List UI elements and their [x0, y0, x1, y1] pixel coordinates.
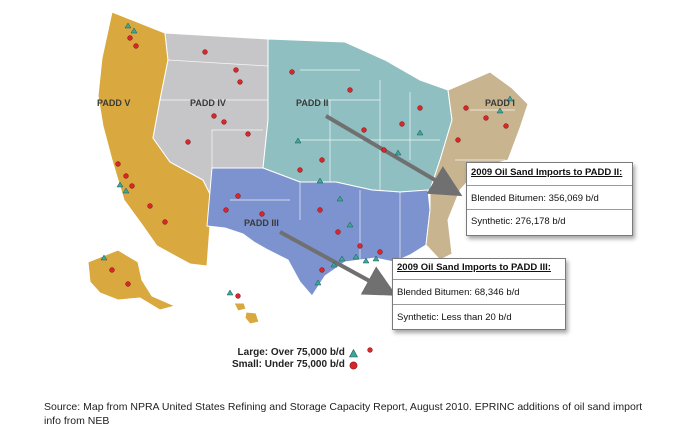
- padd2-blended-bitumen: Blended Bitumen: 356,069 b/d: [471, 193, 599, 204]
- large-refinery-marker: [100, 254, 108, 261]
- small-refinery-marker: [347, 87, 353, 93]
- small-refinery-marker: [235, 193, 241, 199]
- legend-large-label: Large: Over 75,000 b/d: [237, 347, 345, 358]
- small-refinery-marker: [125, 281, 131, 287]
- small-refinery-marker: [235, 293, 241, 299]
- callout-divider: [393, 304, 565, 305]
- padd2-synthetic: Synthetic: 276,178 b/d: [471, 216, 566, 227]
- small-refinery-marker: [202, 49, 208, 55]
- small-refinery-marker: [417, 105, 423, 111]
- callout-divider: [467, 209, 632, 210]
- small-refinery-marker: [129, 183, 135, 189]
- small-refinery-marker: [357, 243, 363, 249]
- padd2-callout-title: 2009 Oil Sand Imports to PADD II:: [471, 167, 623, 178]
- large-refinery-marker: [346, 221, 354, 228]
- padd1-label: PADD I: [485, 98, 515, 108]
- large-refinery-marker: [496, 107, 504, 114]
- small-refinery-marker: [237, 79, 243, 85]
- source-note: Source: Map from NPRA United States Refi…: [44, 401, 643, 427]
- small-refinery-marker: [335, 229, 341, 235]
- small-refinery-markers: [109, 35, 509, 353]
- small-refinery-marker: [297, 167, 303, 173]
- padd3-imports-callout: 2009 Oil Sand Imports to PADD III: Blend…: [392, 258, 566, 330]
- circle-icon: [349, 361, 358, 369]
- large-refinery-marker: [330, 261, 338, 268]
- large-refinery-marker: [122, 187, 130, 194]
- large-refinery-marker: [336, 195, 344, 202]
- small-refinery-marker: [483, 115, 489, 121]
- small-refinery-marker: [463, 105, 469, 111]
- callout-divider: [393, 279, 565, 280]
- large-refinery-marker: [362, 257, 370, 264]
- large-refinery-marker: [124, 22, 132, 29]
- callout-divider: [467, 185, 632, 186]
- small-refinery-marker: [367, 347, 373, 353]
- small-refinery-marker: [503, 123, 509, 129]
- padd3-blended-bitumen: Blended Bitumen: 68,346 b/d: [397, 287, 520, 298]
- small-refinery-marker: [233, 67, 239, 73]
- large-refinery-marker: [416, 129, 424, 136]
- small-refinery-marker: [319, 157, 325, 163]
- large-refinery-marker: [506, 95, 514, 102]
- large-refinery-marker: [116, 181, 124, 188]
- small-refinery-marker: [127, 35, 133, 41]
- small-refinery-marker: [123, 173, 129, 179]
- large-refinery-markers: [100, 22, 514, 296]
- large-refinery-marker: [338, 255, 346, 262]
- small-refinery-marker: [259, 211, 265, 217]
- padd2-imports-callout: 2009 Oil Sand Imports to PADD II: Blende…: [466, 162, 633, 236]
- large-refinery-marker: [314, 279, 322, 286]
- small-refinery-marker: [319, 267, 325, 273]
- large-refinery-marker: [294, 137, 302, 144]
- large-refinery-marker: [316, 177, 324, 184]
- padd3-callout-title: 2009 Oil Sand Imports to PADD III:: [397, 262, 551, 273]
- triangle-icon: [348, 348, 358, 357]
- large-refinery-marker: [372, 255, 380, 262]
- small-refinery-marker: [162, 219, 168, 225]
- small-refinery-marker: [185, 139, 191, 145]
- small-refinery-marker: [115, 161, 121, 167]
- small-refinery-marker: [147, 203, 153, 209]
- padd3-synthetic: Synthetic: Less than 20 b/d: [397, 312, 512, 323]
- legend-small-label: Small: Under 75,000 b/d: [232, 359, 345, 370]
- small-refinery-marker: [289, 69, 295, 75]
- large-refinery-marker: [130, 27, 138, 34]
- alaska-region: [87, 249, 177, 311]
- hawaii-region: [233, 302, 260, 325]
- small-refinery-marker: [223, 207, 229, 213]
- small-refinery-marker: [211, 113, 217, 119]
- arrow-padd3: [279, 230, 397, 296]
- padd2-label: PADD II: [296, 98, 328, 108]
- padd4-label: PADD IV: [190, 98, 226, 108]
- small-refinery-marker: [361, 127, 367, 133]
- small-refinery-marker: [109, 267, 115, 273]
- legend-small: Small: Under 75,000 b/d: [232, 359, 358, 371]
- small-refinery-marker: [245, 131, 251, 137]
- padd3-label: PADD III: [244, 218, 279, 228]
- legend-large: Large: Over 75,000 b/d: [232, 347, 358, 359]
- map-legend: Large: Over 75,000 b/d Small: Under 75,0…: [232, 347, 358, 371]
- small-refinery-marker: [399, 121, 405, 127]
- arrow-padd2: [324, 114, 463, 197]
- small-refinery-marker: [221, 119, 227, 125]
- small-refinery-marker: [317, 207, 323, 213]
- padd5-label: PADD V: [97, 98, 130, 108]
- small-refinery-marker: [455, 137, 461, 143]
- small-refinery-marker: [381, 147, 387, 153]
- small-refinery-marker: [133, 43, 139, 49]
- small-refinery-marker: [377, 249, 383, 255]
- large-refinery-marker: [394, 149, 402, 156]
- padd2-region: [262, 38, 453, 193]
- large-refinery-marker: [226, 289, 234, 296]
- large-refinery-marker: [352, 253, 360, 260]
